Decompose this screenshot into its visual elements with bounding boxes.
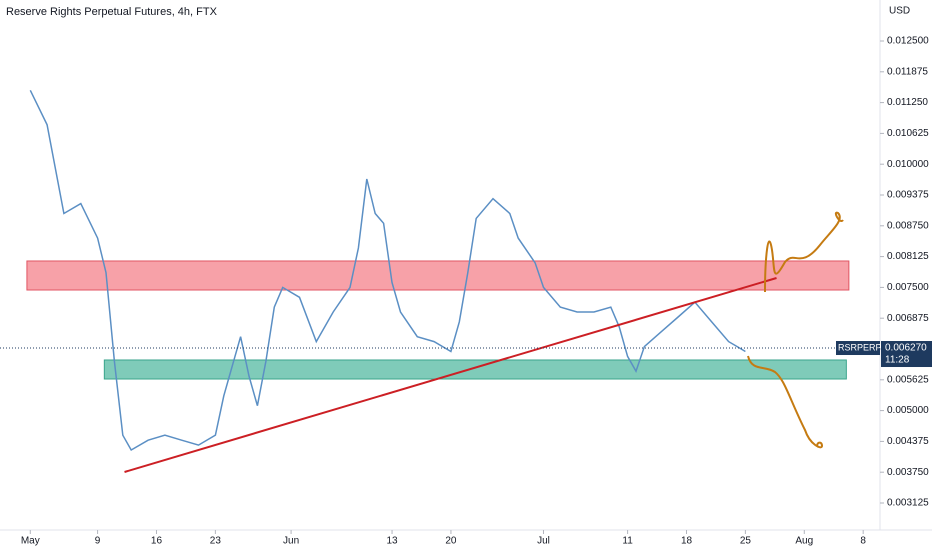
currency-label: USD xyxy=(889,6,910,17)
annotation-up xyxy=(764,211,844,293)
x-tick-label: 20 xyxy=(445,536,457,547)
annotation-down xyxy=(747,355,824,449)
y-tick-label: 0.005625 xyxy=(887,374,929,385)
axes: 0.003125 0.003750 0.004375 0.005000 0.005625… xyxy=(21,36,932,547)
x-tick-label: 25 xyxy=(740,536,752,547)
plot xyxy=(0,89,880,473)
countdown-label: 11:28 xyxy=(885,355,910,366)
x-tick-label: May xyxy=(21,536,40,547)
y-tick-label: 0.008750 xyxy=(887,220,929,231)
symbol-badge xyxy=(836,341,880,356)
y-tick-label: 0.012500 xyxy=(887,36,929,47)
y-tick-label: 0.004375 xyxy=(887,436,929,447)
x-tick-label: Jul xyxy=(537,536,550,547)
x-tick-label: 11 xyxy=(622,536,633,547)
y-tick-label: 0.006875 xyxy=(887,313,929,324)
x-tick-label: 13 xyxy=(386,536,398,547)
x-tick-label: 16 xyxy=(151,536,163,547)
y-tick-label: 0.010000 xyxy=(887,159,929,170)
y-tick-label: 0.011875 xyxy=(887,66,928,77)
x-tick-label: 18 xyxy=(681,536,693,547)
symbol-label: RSRPERP xyxy=(838,342,882,352)
y-tick-label: 0.008125 xyxy=(887,251,929,262)
y-tick-label: 0.003750 xyxy=(887,467,929,478)
trendline xyxy=(124,277,777,473)
zone xyxy=(103,359,847,380)
last-price-label: 0.006270 xyxy=(885,343,927,354)
price-badge xyxy=(881,341,932,368)
y-tick-label: 0.003125 xyxy=(887,498,929,509)
x-tick-label: Aug xyxy=(795,536,813,547)
y-tick-label: 0.011250 xyxy=(887,97,928,108)
chart-title: Reserve Rights Perpetual Futures, 4h, FT… xyxy=(6,6,218,18)
x-tick-label: 23 xyxy=(210,536,222,547)
x-tick-label: 8 xyxy=(860,536,866,547)
y-tick-label: 0.009375 xyxy=(887,190,929,201)
y-tick-label: 0.007500 xyxy=(887,282,929,293)
y-tick-label: 0.005000 xyxy=(887,405,929,416)
price-line xyxy=(29,89,746,452)
x-tick-label: Jun xyxy=(283,536,299,547)
y-tick-label: 0.010625 xyxy=(887,128,929,139)
zone xyxy=(26,260,850,291)
x-tick-label: 9 xyxy=(95,536,101,547)
